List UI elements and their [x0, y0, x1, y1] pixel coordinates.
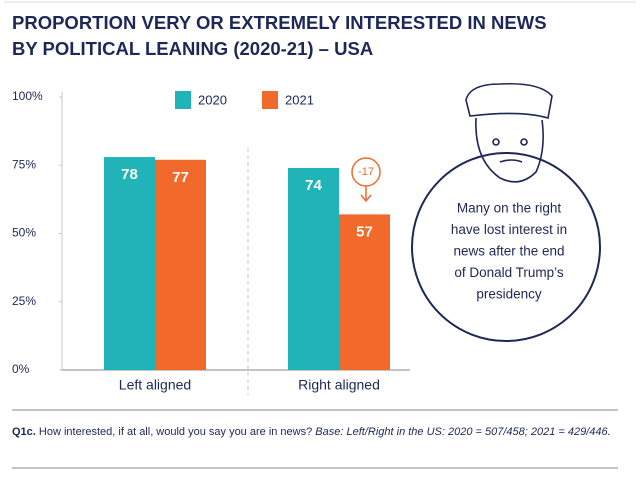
footnote-question: How interested, if at all, would you say…: [38, 426, 313, 438]
bar: [155, 159, 206, 370]
callout-text: Many on the right: [457, 201, 562, 216]
footnote-base: Base: Left/Right in the US: 2020 = 507/4…: [315, 426, 611, 438]
legend-swatch: [262, 91, 278, 109]
y-tick-label: 0%: [12, 362, 30, 376]
callout-text: have lost interest in: [451, 222, 567, 237]
y-tick-label: 25%: [12, 294, 36, 308]
x-tick-label: Right aligned: [298, 377, 380, 393]
callout-circle: [411, 152, 601, 342]
callout-text: presidency: [476, 287, 542, 302]
value-label: 78: [121, 166, 138, 183]
value-label: 57: [356, 223, 373, 240]
footnote: Q1c. How interested, if at all, would yo…: [12, 424, 618, 440]
chart-title: PROPORTION VERY OR EXTREMELY INTERESTED …: [12, 12, 547, 33]
annotation-text: -17: [358, 166, 374, 178]
chart-title: BY POLITICAL LEANING (2020-21) – USA: [12, 38, 373, 59]
y-tick-label: 50%: [12, 226, 36, 240]
legend-swatch: [175, 91, 191, 109]
value-label: 74: [305, 177, 322, 194]
bar: [104, 157, 155, 370]
y-tick-label: 75%: [12, 157, 36, 171]
callout-text: news after the end: [453, 244, 564, 259]
legend-label: 2021: [285, 92, 314, 107]
annotation-arrow: [360, 194, 372, 203]
bar: [339, 214, 390, 370]
legend-label: 2020: [198, 92, 227, 107]
value-label: 77: [172, 169, 189, 186]
callout-text: of Donald Trump’s: [454, 265, 564, 280]
bar: [288, 167, 339, 370]
footnote-label: Q1c.: [12, 426, 36, 438]
face-doodle: [465, 82, 553, 183]
x-tick-label: Left aligned: [119, 377, 191, 393]
y-tick-label: 100%: [12, 89, 43, 103]
